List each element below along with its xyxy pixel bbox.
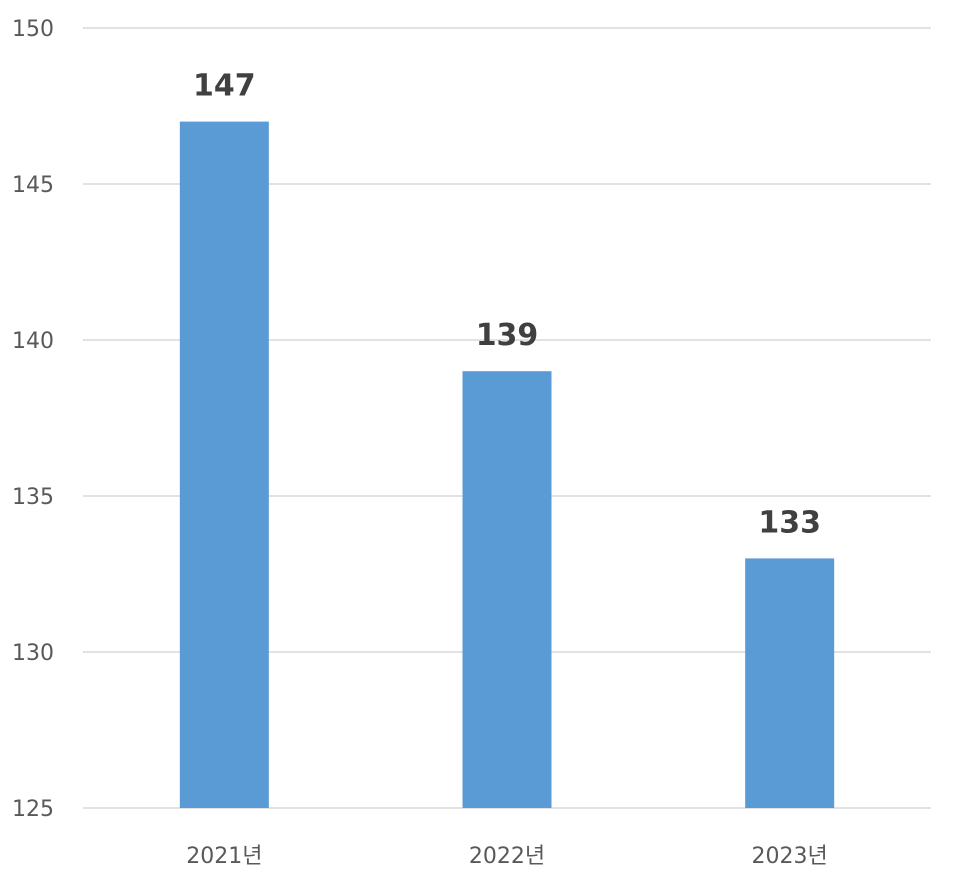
y-tick-label: 140: [12, 329, 54, 354]
data-label: 147: [193, 69, 256, 104]
x-category-label: 2022년: [469, 844, 545, 869]
bar: [179, 121, 269, 809]
y-tick-label: 135: [12, 485, 54, 510]
data-labels: 147 139 133: [193, 69, 821, 541]
x-axis-category-labels: 2021년 2022년 2023년: [186, 844, 828, 869]
bar: [462, 371, 552, 808]
bar: [745, 558, 835, 808]
data-label: 133: [758, 505, 821, 540]
y-tick-label: 145: [12, 173, 54, 198]
y-tick-label: 150: [12, 17, 54, 42]
y-tick-label: 130: [12, 641, 54, 666]
y-axis-tick-labels: 125 130 135 140 145 150: [12, 17, 54, 822]
y-tick-label: 125: [12, 797, 54, 822]
bars: [179, 121, 835, 809]
x-category-label: 2023년: [752, 844, 828, 869]
x-category-label: 2021년: [186, 844, 262, 869]
data-label: 139: [476, 318, 539, 353]
